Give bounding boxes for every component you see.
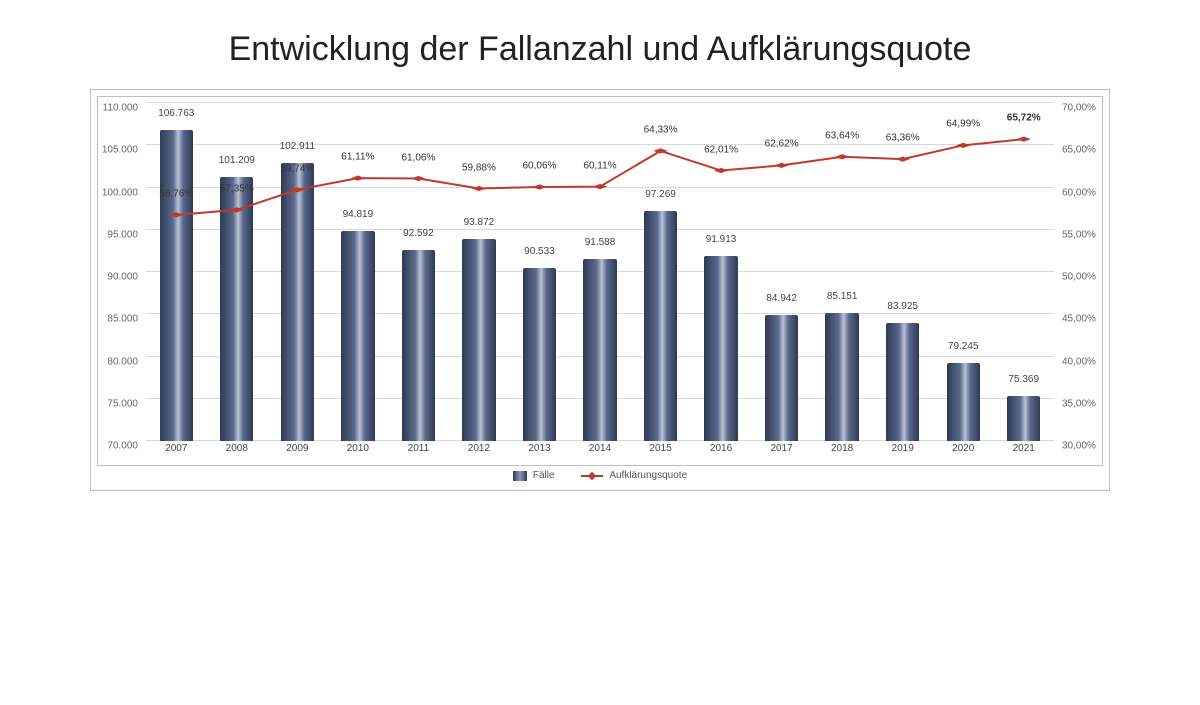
line-value-label: 63,64% [825,130,859,141]
bar-value-label: 102.911 [280,141,315,152]
line-value-label: 61,11% [341,152,374,163]
y-tick-right: 45,00% [1062,314,1102,325]
line-value-label: 62,62% [765,139,799,150]
y-tick-left: 70.000 [98,441,138,452]
line-value-label: 60,11% [583,160,616,171]
plot: 106.763 101.209 102.911 94.819 92.592 93.872 9… [146,103,1054,441]
line-value-label: 57,35% [220,184,254,195]
bar-value-label: 91.588 [585,237,616,248]
bar-value-label: 94.819 [343,209,374,220]
y-tick-right: 65,00% [1062,145,1102,156]
line-value-label: 61,06% [401,152,435,163]
legend-swatch-bar [513,471,527,481]
bar-value-label: 92.592 [403,228,434,239]
y-tick-right: 60,00% [1062,187,1102,198]
x-tick: 2016 [710,443,732,454]
bar-value-label: 79.245 [948,341,979,352]
y-tick-left: 85.000 [98,314,138,325]
bar-value-label: 84.942 [766,293,797,304]
y-tick-left: 80.000 [98,356,138,367]
y-tick-left: 110.000 [98,103,138,114]
y-tick-right: 55,00% [1062,229,1102,240]
bar-value-label: 93.872 [464,217,495,228]
y-tick-right: 30,00% [1062,441,1102,452]
x-tick: 2009 [286,443,308,454]
x-tick: 2014 [589,443,611,454]
x-tick: 2015 [649,443,671,454]
line-value-label: 56,76% [159,188,193,199]
x-tick: 2011 [408,443,430,454]
x-tick: 2021 [1013,443,1035,454]
x-tick: 2018 [831,443,853,454]
bar-value-label: 85.151 [827,291,858,302]
line-value-label: 65,72% [1007,113,1041,124]
bar-value-label: 75.369 [1008,374,1039,385]
x-tick: 2017 [770,443,792,454]
line-value-label: 62,01% [704,144,738,155]
x-tick: 2008 [226,443,248,454]
line-value-label: 60,06% [522,161,556,172]
bar-value-label: 106.763 [158,108,194,119]
line-value-label: 59,74% [280,163,314,174]
bar-value-label: 83.925 [887,301,918,312]
y-tick-left: 105.000 [98,145,138,156]
bar-value-label: 90.533 [524,246,555,257]
legend-item-line: Aufklärungsquote [581,470,687,481]
line-value-label: 64,99% [946,119,980,130]
legend-label-line: Aufklärungsquote [609,470,687,481]
y-tick-right: 70,00% [1062,103,1102,114]
y-tick-left: 75.000 [98,398,138,409]
y-tick-right: 50,00% [1062,272,1102,283]
x-tick: 2012 [468,443,490,454]
y-tick-right: 40,00% [1062,356,1102,367]
line-value-label: 64,33% [644,125,678,136]
x-tick: 2007 [165,443,187,454]
chart-title: Entwicklung der Fallanzahl und Aufklärun… [0,30,1200,69]
y-axis-right: 30,00% 35,00% 40,00% 45,00% 50,00% 55,00% 60,0… [1058,97,1102,465]
x-tick: 2013 [528,443,550,454]
legend-label-bars: Fälle [533,470,555,481]
x-axis: 2007 2008 2009 2010 2011 2012 2013 2014 2015 2016… [146,443,1054,461]
line-value-label: 59,88% [462,162,496,173]
x-tick: 2020 [952,443,974,454]
legend-swatch-line [581,471,603,481]
y-axis-left: 70.000 75.000 80.000 85.000 90.000 95.000 100.… [98,97,142,465]
legend-item-bars: Fälle [513,470,555,481]
y-tick-left: 100.000 [98,187,138,198]
line-value-label: 63,36% [886,133,920,144]
bar-value-label: 91.913 [706,234,737,245]
y-tick-left: 90.000 [98,272,138,283]
plot-area: 70.000 75.000 80.000 85.000 90.000 95.000 100.… [97,96,1103,466]
legend: Fälle Aufklärungsquote [97,466,1103,486]
bar-value-label: 101.209 [219,155,255,166]
x-tick: 2010 [347,443,369,454]
line-series [146,103,1054,441]
chart-frame: 70.000 75.000 80.000 85.000 90.000 95.000 100.… [90,89,1110,491]
bar-value-label: 97.269 [645,189,676,200]
y-tick-left: 95.000 [98,229,138,240]
y-tick-right: 35,00% [1062,398,1102,409]
x-tick: 2019 [892,443,914,454]
